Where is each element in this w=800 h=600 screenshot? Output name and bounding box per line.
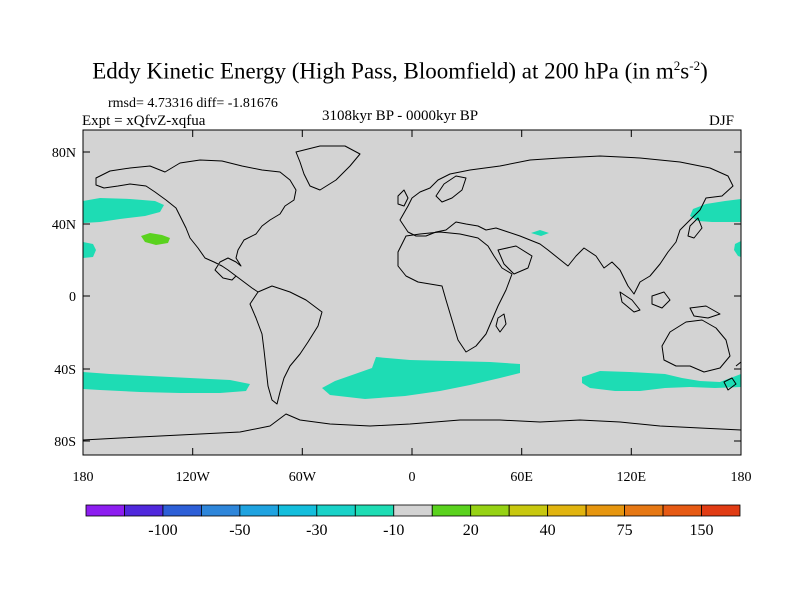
coast-sumatra xyxy=(619,291,641,313)
coast-australia xyxy=(661,319,731,373)
lat-label: 40N xyxy=(52,218,76,233)
lon-label: 60W xyxy=(289,470,317,485)
unit-seconds: s xyxy=(680,58,690,84)
colorbar-label: -50 xyxy=(229,522,250,539)
season-label: DJF xyxy=(709,113,735,129)
colorbar-label: 75 xyxy=(617,522,633,539)
plot-title-text: Eddy Kinetic Energy (High Pass, Bloomfie… xyxy=(92,58,674,84)
colorbar-swatch xyxy=(547,504,587,517)
coastlines xyxy=(83,145,741,441)
colorbar-label: 20 xyxy=(463,522,479,539)
coast-greenland xyxy=(295,145,361,191)
colorbar-swatch xyxy=(277,504,318,517)
anomaly-south-indian-ocean xyxy=(582,371,741,391)
lat-axis: 80N 40N 0 40S 80S xyxy=(52,146,741,450)
lon-label: 0 xyxy=(409,470,416,485)
coast-central-america xyxy=(235,275,259,293)
coast-north-america xyxy=(95,159,297,281)
colorbar-swatch xyxy=(624,504,664,517)
colorbar-swatch xyxy=(162,504,202,517)
anomaly-south-pacific-west xyxy=(83,372,250,393)
colorbar-swatch xyxy=(316,504,356,517)
colorbar-swatch xyxy=(124,504,164,517)
experiment-label: Expt = xQfvZ-xqfua xyxy=(82,113,206,129)
lon-label: 120W xyxy=(176,470,211,485)
anomaly-mediterranean xyxy=(531,230,549,236)
colorbar-swatch xyxy=(239,504,279,517)
colorbar xyxy=(85,504,741,517)
colorbar-label: 40 xyxy=(540,522,556,539)
plot-title: Eddy Kinetic Energy (High Pass, Bloomfie… xyxy=(0,58,800,85)
coast-arabia xyxy=(497,245,533,275)
coast-africa xyxy=(397,231,513,353)
anomaly-south-atlantic xyxy=(322,357,520,399)
coast-south-america xyxy=(249,285,323,405)
stats-text: rmsd= 4.73316 diff= -1.81676 xyxy=(108,96,278,111)
lat-label: 0 xyxy=(69,290,76,305)
lat-label: 80S xyxy=(54,435,76,450)
anomaly-north-pacific-west xyxy=(83,198,164,223)
colorbar-swatch xyxy=(662,504,702,517)
colorbar-swatch xyxy=(701,504,741,517)
coast-new-guinea xyxy=(689,305,721,319)
colorbar-swatch xyxy=(393,504,433,517)
colorbar-swatch xyxy=(201,504,241,517)
lon-axis: 180 120W 60W 0 60E 120E 180 xyxy=(73,130,752,485)
map-background xyxy=(83,130,741,455)
colorbar-labels: -100 -50 -30 -10 20 40 75 150 xyxy=(148,522,713,539)
unit-close: ) xyxy=(700,58,708,84)
coast-scandinavia xyxy=(435,175,467,203)
period-label: 3108kyr BP - 0000kyr BP xyxy=(321,108,479,124)
coast-eurasia xyxy=(399,155,734,295)
lat-label: 80N xyxy=(52,146,76,161)
coast-british-isles xyxy=(397,189,409,207)
colorbar-label: -100 xyxy=(148,522,177,539)
anomaly-pacific-small-west xyxy=(83,242,96,258)
colorbar-swatch xyxy=(470,504,510,517)
colorbar-swatch xyxy=(508,504,549,517)
unit-exponent-2: -2 xyxy=(689,58,701,73)
colorbar-swatch xyxy=(85,504,125,517)
anomaly-west-pacific-east xyxy=(690,199,741,222)
anomaly-north-pacific-positive xyxy=(141,233,170,245)
lon-label: 120E xyxy=(617,470,647,485)
colorbar-swatch xyxy=(354,504,395,517)
coast-japan xyxy=(687,217,703,239)
coast-borneo xyxy=(651,291,671,309)
colorbar-label: 150 xyxy=(690,522,714,539)
lon-label: 180 xyxy=(73,470,94,485)
lat-label: 40S xyxy=(54,363,76,378)
lon-label: 180 xyxy=(731,470,752,485)
colorbar-swatch xyxy=(431,504,472,517)
anomaly-fills xyxy=(83,198,741,399)
colorbar-label: -30 xyxy=(306,522,327,539)
colorbar-swatch xyxy=(585,504,625,517)
coast-new-zealand xyxy=(723,361,741,391)
coast-antarctica xyxy=(83,413,741,441)
unit-exponent-1: 2 xyxy=(673,58,681,73)
lon-label: 60E xyxy=(510,470,533,485)
anomaly-pacific-small-east xyxy=(734,241,741,257)
colorbar-label: -10 xyxy=(383,522,404,539)
coast-madagascar xyxy=(495,313,507,333)
